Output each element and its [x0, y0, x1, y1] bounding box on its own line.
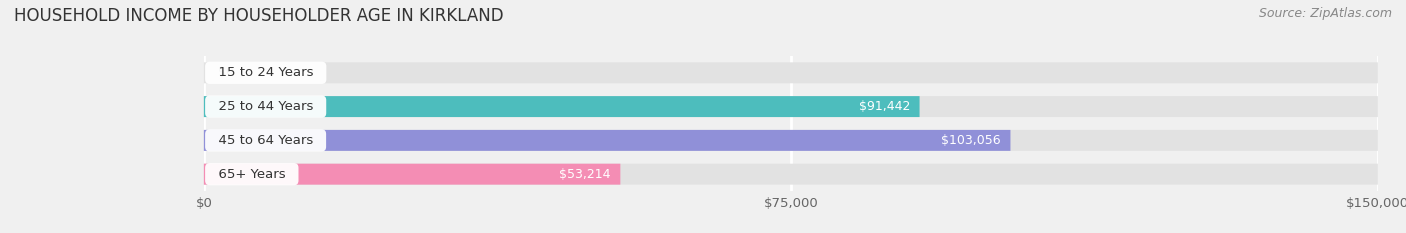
FancyBboxPatch shape [204, 164, 1378, 185]
FancyBboxPatch shape [204, 96, 1378, 117]
Text: Source: ZipAtlas.com: Source: ZipAtlas.com [1258, 7, 1392, 20]
Text: $53,214: $53,214 [560, 168, 612, 181]
Text: 15 to 24 Years: 15 to 24 Years [209, 66, 322, 79]
Text: $91,442: $91,442 [859, 100, 910, 113]
Text: $0: $0 [218, 66, 233, 79]
Text: 25 to 44 Years: 25 to 44 Years [209, 100, 322, 113]
FancyBboxPatch shape [204, 130, 1011, 151]
Text: 45 to 64 Years: 45 to 64 Years [209, 134, 322, 147]
FancyBboxPatch shape [204, 96, 920, 117]
FancyBboxPatch shape [204, 130, 1378, 151]
Text: $103,056: $103,056 [942, 134, 1001, 147]
FancyBboxPatch shape [204, 62, 1378, 83]
Text: 65+ Years: 65+ Years [209, 168, 294, 181]
FancyBboxPatch shape [204, 164, 620, 185]
Text: HOUSEHOLD INCOME BY HOUSEHOLDER AGE IN KIRKLAND: HOUSEHOLD INCOME BY HOUSEHOLDER AGE IN K… [14, 7, 503, 25]
